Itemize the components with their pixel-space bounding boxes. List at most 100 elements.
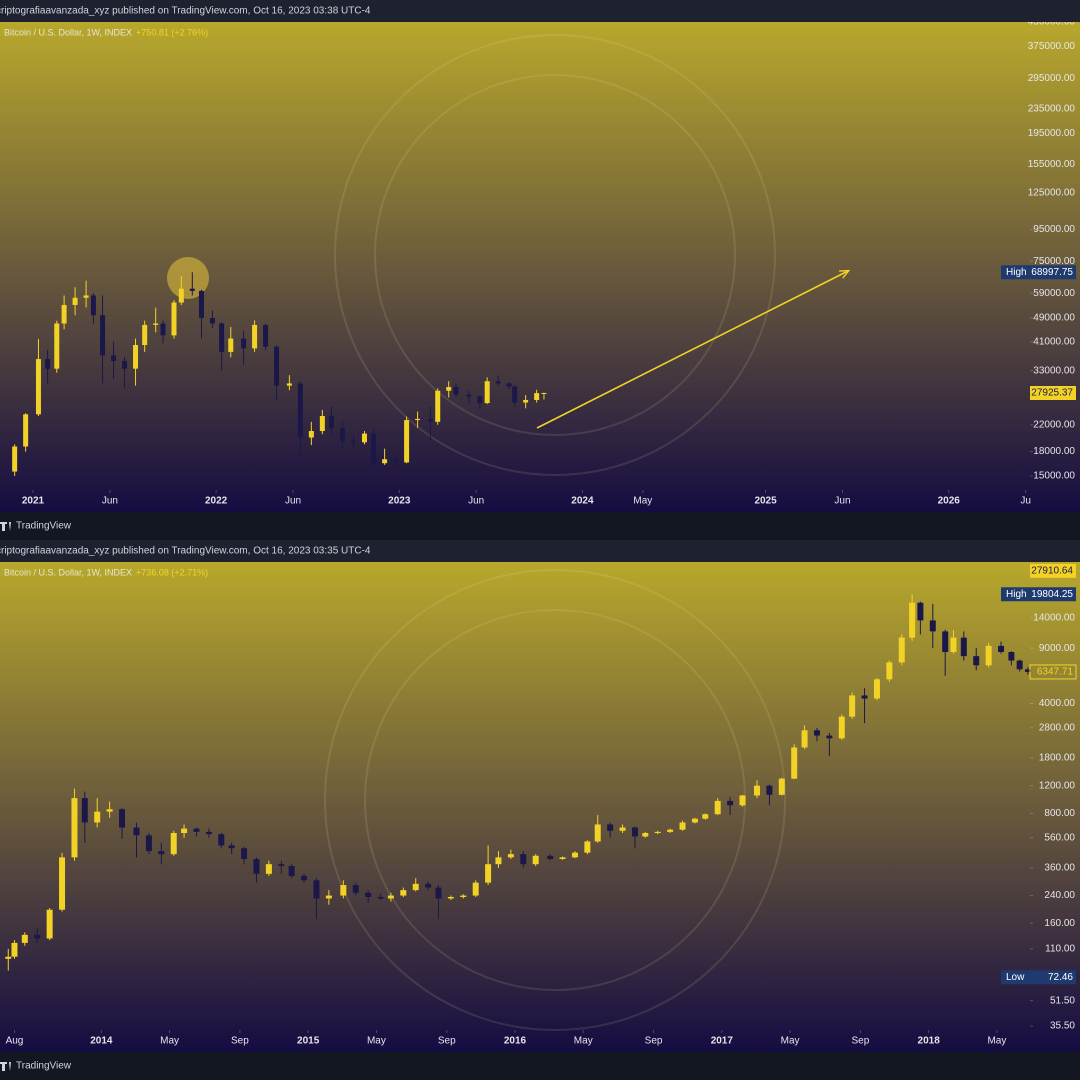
candle-body: [484, 381, 490, 404]
candle-body: [387, 895, 394, 899]
candle: [171, 300, 177, 339]
y-tick-label: 41000.00: [1033, 336, 1075, 347]
candle-body: [325, 895, 332, 899]
brand-name: TradingView: [16, 1061, 72, 1072]
y-tick-label: 1200.00: [1039, 780, 1076, 791]
candle: [654, 830, 661, 835]
candle-body: [142, 324, 148, 346]
candle-body: [350, 440, 356, 443]
price-tag: Low 72.46: [1001, 970, 1076, 985]
candle-body: [985, 645, 992, 666]
candle-body: [631, 827, 638, 837]
candle-body: [466, 394, 472, 397]
candle: [219, 322, 225, 371]
candle: [1016, 659, 1023, 672]
y-tick-label: 95000.00: [1033, 224, 1075, 235]
candle: [702, 813, 709, 820]
candle: [427, 406, 433, 441]
candle-body: [133, 827, 140, 836]
candle-body: [81, 798, 88, 823]
candle-body: [72, 297, 78, 305]
candle: [142, 320, 148, 352]
candle: [453, 383, 459, 398]
candle: [739, 794, 746, 807]
x-tick-label: 2026: [938, 496, 961, 507]
chart-panel: criptografiaavanzada_xyz published on Tr…: [0, 0, 1080, 532]
candle: [106, 801, 113, 818]
candle: [71, 788, 78, 861]
candle: [826, 732, 833, 757]
y-tick-label: 9000.00: [1039, 643, 1076, 654]
y-tick-label: 125000.00: [1028, 188, 1076, 199]
candle: [559, 856, 566, 860]
x-tick-label: Sep: [231, 1036, 249, 1047]
candle: [228, 326, 234, 358]
candle-body: [534, 393, 540, 400]
candle-body: [145, 835, 152, 852]
candle: [21, 932, 28, 946]
candle: [340, 880, 347, 899]
candle-body: [90, 295, 96, 316]
candle-body: [791, 747, 798, 779]
candle: [393, 456, 399, 465]
candle: [35, 338, 41, 417]
candle: [435, 388, 441, 425]
candle: [642, 831, 649, 838]
candle-body: [559, 857, 566, 860]
candle-body: [654, 831, 661, 834]
candle: [178, 276, 184, 305]
candle: [59, 852, 66, 912]
price-tag-value: 68997.75: [1031, 267, 1073, 278]
candle: [12, 444, 18, 476]
candle-body: [778, 778, 785, 795]
candle: [83, 280, 89, 308]
y-tick-label: 49000.00: [1033, 313, 1075, 324]
candle: [446, 381, 452, 398]
candle: [950, 630, 957, 654]
y-tick-label: 155000.00: [1028, 159, 1076, 170]
y-tick-label: 59000.00: [1033, 288, 1075, 299]
candle: [484, 377, 490, 405]
candle: [404, 416, 410, 464]
candle: [412, 878, 419, 892]
candle-body: [45, 359, 51, 369]
x-tick-label: 2014: [90, 1036, 113, 1047]
candle: [133, 338, 139, 386]
candle-body: [506, 383, 512, 387]
candle: [122, 356, 128, 388]
candle-body: [301, 875, 308, 881]
y-tick-label: 800.00: [1044, 808, 1075, 819]
candle-body: [21, 934, 28, 943]
candle: [297, 381, 303, 455]
y-tick-label: 33000.00: [1033, 365, 1075, 376]
candle-body: [435, 887, 442, 899]
candle: [181, 824, 188, 838]
candle: [371, 428, 377, 472]
price-tag-value: 72.46: [1048, 972, 1073, 983]
candle: [679, 820, 686, 831]
candle-body: [702, 814, 709, 819]
candle: [153, 307, 159, 333]
candle: [532, 854, 539, 867]
candle: [265, 860, 272, 876]
y-tick-label: 1800.00: [1039, 753, 1076, 764]
candle: [252, 320, 258, 352]
watermark: [324, 34, 786, 1031]
candle: [1024, 667, 1031, 675]
candle: [973, 648, 980, 671]
candle-body: [265, 864, 272, 874]
candle-body: [205, 831, 212, 835]
x-tick-label: 2021: [22, 496, 45, 507]
candle: [34, 927, 41, 943]
candle-body: [228, 845, 235, 849]
candle-body: [263, 324, 269, 347]
candle: [985, 643, 992, 668]
y-tick-label: 110.00: [1045, 943, 1075, 954]
candle: [325, 890, 332, 905]
price-tag-name: High: [1006, 589, 1027, 600]
candle-body: [427, 418, 433, 422]
candle: [365, 890, 372, 904]
price-tag-box: [1029, 664, 1077, 680]
candle-body: [59, 857, 66, 910]
candle: [512, 385, 518, 407]
